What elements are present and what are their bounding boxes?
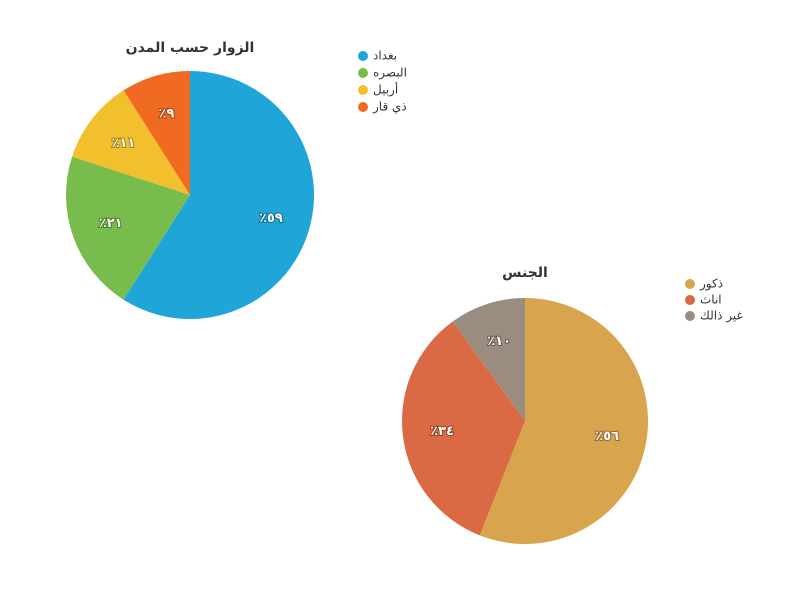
legend-label: أربيل [373,82,398,98]
pie-slice [66,156,190,300]
slice-label: ٪٥٩ [259,211,283,226]
pie-slice [72,90,190,195]
legend-label: بغداد [373,49,397,63]
slice-label: ٪١٠ [487,334,511,349]
legend-label: ذكور [699,277,723,292]
legend-label: البصره [373,66,407,81]
legend-marker [358,85,368,95]
legend-label: ذي قار [372,100,407,115]
legend-marker [358,68,368,78]
slice-label: ٪٢١ [99,216,123,231]
pie-slice [479,298,648,544]
chart-title: الجنس [502,265,548,281]
legend-marker [358,102,368,112]
pie-slice [123,71,190,195]
legend-label: غير ذالك [700,309,743,324]
slice-label: ٪١١ [111,136,135,151]
pie-slice [123,71,314,319]
legend-label: اناث [700,293,722,307]
legend-marker [358,51,368,61]
pie-slice [452,298,525,421]
slice-label: ٪٩ [159,107,175,122]
legend-marker [685,279,695,289]
slice-label: ٪٥٦ [595,429,619,444]
chart-title: الزوار حسب المدن [126,40,255,56]
legend-marker [685,295,695,305]
pie-slice [401,321,525,536]
slice-label: ٪٣٤ [430,424,454,439]
legend-marker [685,311,695,321]
